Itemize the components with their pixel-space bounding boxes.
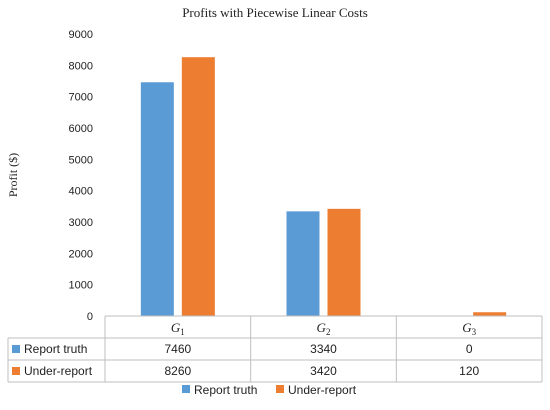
category-label: G2 — [317, 320, 331, 337]
bar-under-report-3 — [473, 312, 507, 316]
table-row-label: Report truth — [24, 342, 87, 356]
y-tick-label: 7000 — [69, 92, 93, 104]
chart-title: Profits with Piecewise Linear Costs — [182, 5, 368, 20]
table-cell-value: 3420 — [310, 364, 337, 378]
category-label: G1 — [171, 320, 185, 337]
bar-under-report-2 — [327, 208, 361, 316]
bar-report-truth-2 — [286, 211, 320, 316]
table-cell-value: 3340 — [310, 342, 337, 356]
table-legend-key — [12, 367, 20, 375]
bar-under-report-1 — [181, 57, 215, 316]
y-tick-label: 5000 — [69, 154, 93, 166]
y-tick-label: 0 — [87, 311, 93, 323]
legend-label: Report truth — [194, 383, 257, 397]
data-table: G1 G2 G3 Report truth 7460 3340 0 Under-report 8… — [7, 315, 543, 383]
table-cell-value: 120 — [459, 364, 479, 378]
y-tick-label: 2000 — [69, 248, 93, 260]
legend: Report truth Under-report — [182, 383, 357, 397]
y-tick-label: 9000 — [69, 29, 93, 41]
table-cell-value: 0 — [466, 342, 473, 356]
legend-swatch — [182, 385, 190, 393]
table-row-label: Under-report — [24, 364, 93, 378]
legend-label: Under-report — [288, 383, 357, 397]
category-label: G3 — [462, 320, 476, 337]
y-tick-label: 6000 — [69, 123, 93, 135]
legend-swatch — [276, 385, 284, 393]
y-axis-label: Profit ($) — [6, 153, 20, 197]
plot-area: 0 1000 2000 3000 4000 5000 6000 7000 8000 9000 — [69, 29, 507, 323]
y-tick-label: 3000 — [69, 217, 93, 229]
table-legend-key — [12, 345, 20, 353]
y-tick-label: 4000 — [69, 186, 93, 198]
bar-report-truth-1 — [140, 82, 174, 317]
table-cell-value: 8260 — [164, 364, 191, 378]
table-cell-value: 7460 — [164, 342, 191, 356]
y-tick-label: 8000 — [69, 60, 93, 72]
y-tick-label: 1000 — [69, 280, 93, 292]
